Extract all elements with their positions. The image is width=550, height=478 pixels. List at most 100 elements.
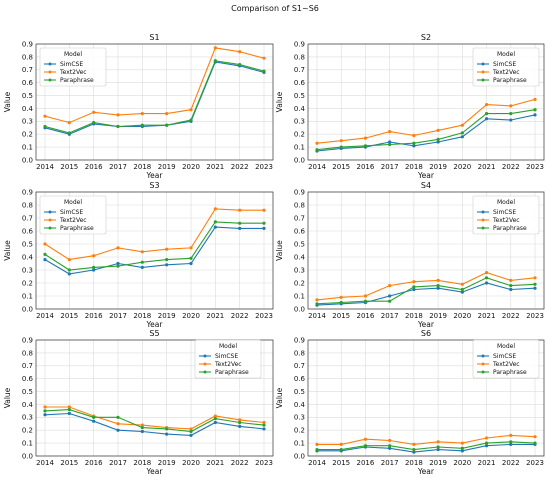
plot-frame [307, 339, 545, 457]
legend-entry: Paraphrase [60, 225, 94, 232]
data-point-text2vec [262, 56, 266, 60]
y-tick-label: 0.8 [22, 201, 33, 209]
panel-title: S6 [421, 329, 431, 338]
data-point-text2vec [43, 405, 47, 409]
x-tick-label: 2021 [478, 312, 496, 320]
y-axis-label: Value [275, 91, 284, 112]
data-point-simcse [460, 290, 464, 294]
data-point-paraphrase [165, 123, 169, 127]
y-tick-label: 0.6 [22, 227, 34, 235]
data-point-simcse [165, 432, 169, 436]
data-point-paraphrase [213, 220, 217, 224]
data-point-text2vec [140, 423, 144, 427]
legend-marker [481, 362, 485, 366]
x-tick-label: 2022 [502, 163, 520, 171]
data-point-text2vec [388, 130, 392, 134]
series-line-simcse [44, 61, 265, 135]
y-tick-label: 0.1 [22, 144, 33, 152]
legend-box [472, 47, 540, 87]
data-point-text2vec [412, 442, 416, 446]
data-point-text2vec [92, 254, 96, 258]
y-tick-label: 0.0 [22, 305, 33, 313]
y-tick-label: 0.9 [294, 188, 305, 196]
data-point-paraphrase [315, 148, 319, 152]
x-tick-label: 2021 [478, 163, 496, 171]
data-point-text2vec [533, 435, 537, 439]
data-point-paraphrase [189, 118, 193, 122]
series-line-paraphrase [316, 109, 536, 151]
data-point-text2vec [412, 280, 416, 284]
series-line-text2vec [45, 406, 265, 430]
y-tick-label: 0.6 [294, 227, 306, 235]
y-tick-label: 0.8 [22, 349, 33, 357]
y-tick-label: 0.3 [22, 414, 33, 422]
data-point-text2vec [315, 442, 319, 446]
panel-title: S2 [421, 33, 431, 42]
x-tick-label: 2016 [85, 459, 103, 467]
series-line-paraphrase [317, 441, 536, 451]
data-point-simcse [189, 433, 193, 437]
x-tick-label: 2021 [206, 163, 224, 171]
data-point-simcse [213, 420, 217, 425]
data-point-text2vec [189, 427, 193, 431]
data-point-text2vec [533, 276, 537, 280]
data-point-simcse [533, 113, 537, 117]
y-tick-label: 0.9 [22, 40, 33, 48]
data-point-paraphrase [509, 112, 513, 116]
data-point-text2vec [140, 112, 144, 116]
data-point-simcse [388, 446, 392, 450]
data-point-text2vec [412, 133, 416, 138]
legend-marker [203, 362, 207, 366]
data-point-paraphrase [213, 417, 217, 421]
x-tick-label: 2015 [60, 459, 78, 467]
y-tick-label: 0.5 [294, 388, 305, 396]
x-tick-label: 2018 [405, 312, 423, 320]
y-tick-label: 0.2 [22, 131, 33, 139]
y-tick-label: 0.6 [22, 375, 34, 383]
x-tick-label: 2014 [36, 459, 54, 467]
data-point-paraphrase [213, 59, 217, 63]
y-tick-label: 0.0 [294, 156, 305, 164]
data-point-paraphrase [238, 221, 242, 225]
x-tick-label: 2018 [133, 312, 151, 320]
chart-panel-s5: S5 0.0 0.1 0.2 0.3 0.4 0.5 0.6 0.7 0.8 0.9 2014 2015… [3, 329, 274, 476]
y-tick-label: 0.1 [294, 144, 305, 152]
y-tick-label: 0.5 [22, 388, 33, 396]
data-point-text2vec [116, 246, 120, 250]
y-tick-label: 0.1 [294, 440, 305, 448]
y-tick-label: 0.4 [294, 401, 306, 409]
x-axis-label: Year [417, 467, 435, 476]
y-tick-label: 0.6 [294, 375, 306, 383]
chart-panel-s3: S3 0.0 0.1 0.2 0.3 0.4 0.5 0.6 0.7 0.8 0.9 2014 2015… [3, 181, 274, 329]
x-tick-label: 2019 [429, 312, 447, 320]
legend-title: Model [497, 199, 515, 206]
x-tick-label: 2021 [206, 459, 224, 467]
x-tick-label: 2023 [255, 163, 273, 171]
y-tick-label: 0.8 [294, 201, 305, 209]
y-tick-label: 0.3 [294, 118, 305, 126]
y-axis-label: Value [3, 240, 12, 261]
series-line-text2vec [316, 272, 536, 301]
y-tick-label: 0.7 [22, 66, 33, 74]
x-tick-label: 2017 [109, 163, 127, 171]
x-tick-label: 2016 [357, 459, 375, 467]
legend-title: Model [497, 343, 515, 350]
data-point-text2vec [315, 141, 319, 145]
x-tick-label: 2022 [231, 459, 249, 467]
x-tick-label: 2021 [206, 312, 224, 320]
plot-frame [35, 339, 274, 457]
chart-panel-s4: S4 0.0 0.1 0.2 0.3 0.4 0.5 0.6 0.7 0.8 0.9 2014 2015… [275, 181, 545, 329]
panel-title: S4 [421, 181, 431, 190]
x-tick-label: 2015 [332, 459, 350, 467]
data-point-simcse [116, 428, 120, 432]
data-point-text2vec [484, 436, 489, 440]
legend-entry: Paraphrase [493, 225, 527, 232]
y-tick-label: 0.7 [22, 214, 33, 222]
x-tick-label: 2022 [502, 459, 520, 467]
data-point-text2vec [238, 50, 242, 54]
data-point-simcse [262, 427, 266, 431]
legend-marker [481, 226, 485, 230]
data-point-simcse [436, 286, 440, 290]
series-line-simcse [316, 282, 536, 306]
